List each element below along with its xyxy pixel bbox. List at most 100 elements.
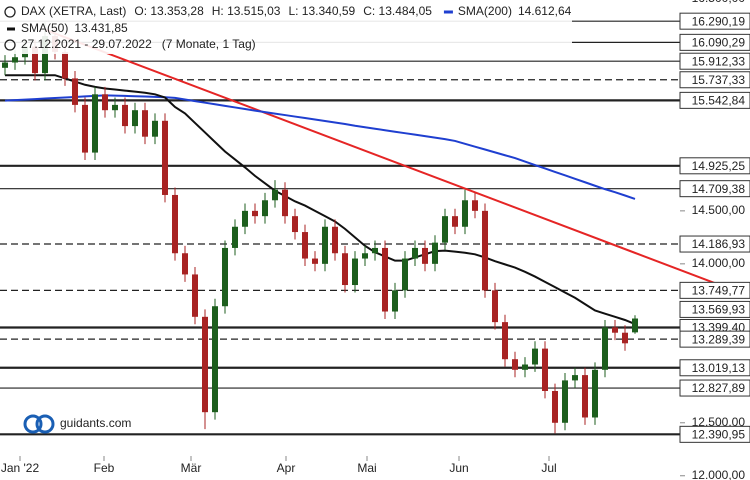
candle-body (402, 258, 408, 291)
candle-body (482, 210, 488, 291)
x-tick-label: Mai (357, 461, 376, 475)
candle-body (432, 242, 438, 264)
level-label-box (679, 52, 750, 70)
candle-body (382, 247, 388, 312)
candle-body (262, 200, 268, 217)
candle-body (82, 104, 88, 153)
candle-body (462, 200, 468, 227)
candle-body (192, 274, 198, 317)
level-label-box (679, 235, 750, 253)
x-tick-label: Apr (277, 461, 296, 475)
y-tick-label: 12.000,00 (692, 468, 746, 480)
candle-body (312, 258, 318, 264)
candle-body (512, 359, 518, 370)
level-label: 13.019,13 (692, 361, 746, 375)
candle-body (442, 216, 448, 243)
candle-body (322, 226, 328, 264)
candle-body (152, 120, 158, 137)
candle-body (182, 253, 188, 275)
legend-value: 13.431,85 (74, 21, 128, 35)
watermark: guidants.com (60, 416, 131, 430)
level-label-box (679, 425, 750, 443)
candle-body (602, 327, 608, 370)
candle-body (532, 348, 538, 365)
candle-body (352, 258, 358, 286)
candle-body (452, 216, 458, 227)
ohlc-label: H: 13.515,03 (212, 4, 281, 18)
candle-body (142, 110, 148, 137)
candle-body (222, 247, 228, 307)
candle-body (202, 316, 208, 413)
y-tick-label: 16.500,00 (692, 0, 746, 5)
level-label: 14.925,25 (692, 159, 746, 173)
candle-body (372, 247, 378, 254)
level-label-box (679, 180, 750, 198)
candle-body (212, 306, 218, 413)
candle-body (172, 194, 178, 254)
logo (23, 414, 43, 434)
candle-body (592, 369, 598, 418)
candle-body (132, 110, 138, 127)
candle-body (122, 104, 128, 127)
level-label-box (679, 281, 750, 299)
x-tick-label: Mär (181, 461, 202, 475)
legend-name: SMA(200) (458, 4, 512, 18)
sma-line (5, 74, 636, 325)
candle-body (392, 290, 398, 312)
candle-body (622, 332, 628, 344)
level-label: 16.290,19 (692, 14, 746, 28)
level-label: 14.709,38 (692, 182, 746, 196)
level-label-box (679, 330, 750, 348)
ohlc-label: O: 13.353,28 (134, 4, 204, 18)
level-label: 15.737,33 (692, 73, 746, 87)
level-label-box (679, 91, 750, 109)
candle-body (62, 51, 68, 79)
level-label-box (679, 33, 750, 51)
candle-body (42, 36, 48, 74)
level-label-box (679, 71, 750, 89)
candle-body (552, 390, 558, 423)
level-label-box (679, 157, 750, 175)
candle-body (522, 364, 528, 370)
level-label: 13.749,77 (692, 284, 746, 298)
candle-body (332, 226, 338, 254)
candle-body (422, 247, 428, 264)
candle-body (542, 348, 548, 391)
y-tick-label: 14.500,00 (692, 203, 746, 217)
candle-body (282, 189, 288, 217)
clock-icon (4, 39, 16, 51)
level-label: 15.912,33 (692, 54, 746, 68)
candle-body (342, 253, 348, 286)
candle-body (242, 210, 248, 227)
x-tick-label: Jan '22 (1, 461, 40, 475)
candle-body (292, 216, 298, 233)
candle-body (632, 318, 638, 333)
period: 27.12.2021 - 29.07.2022 (21, 37, 152, 51)
level-label: 16.090,29 (692, 36, 746, 50)
legend-value: 14.612,64 (518, 4, 572, 18)
level-label: 12.390,95 (692, 428, 746, 442)
candle-body (562, 380, 568, 423)
candle-body (72, 78, 78, 105)
ohlc-label: C: 13.484,05 (363, 4, 432, 18)
candle-body (502, 322, 508, 360)
level-label: 15.542,84 (692, 94, 746, 108)
candle-body (572, 375, 578, 381)
candle-body (12, 57, 18, 63)
level-label-box (679, 359, 750, 377)
level-label-box (679, 379, 750, 397)
logo (35, 414, 55, 434)
x-tick-label: Jul (541, 461, 556, 475)
candle-body (472, 200, 478, 211)
level-label: 13.289,39 (692, 332, 746, 346)
candle-body (232, 226, 238, 248)
candle-body (582, 375, 588, 418)
level-label-box (679, 300, 750, 318)
x-tick-label: Feb (94, 461, 115, 475)
header-bg (0, 2, 572, 54)
candle-body (92, 94, 98, 153)
x-tick-label: Jun (449, 461, 468, 475)
candle-body (492, 290, 498, 323)
